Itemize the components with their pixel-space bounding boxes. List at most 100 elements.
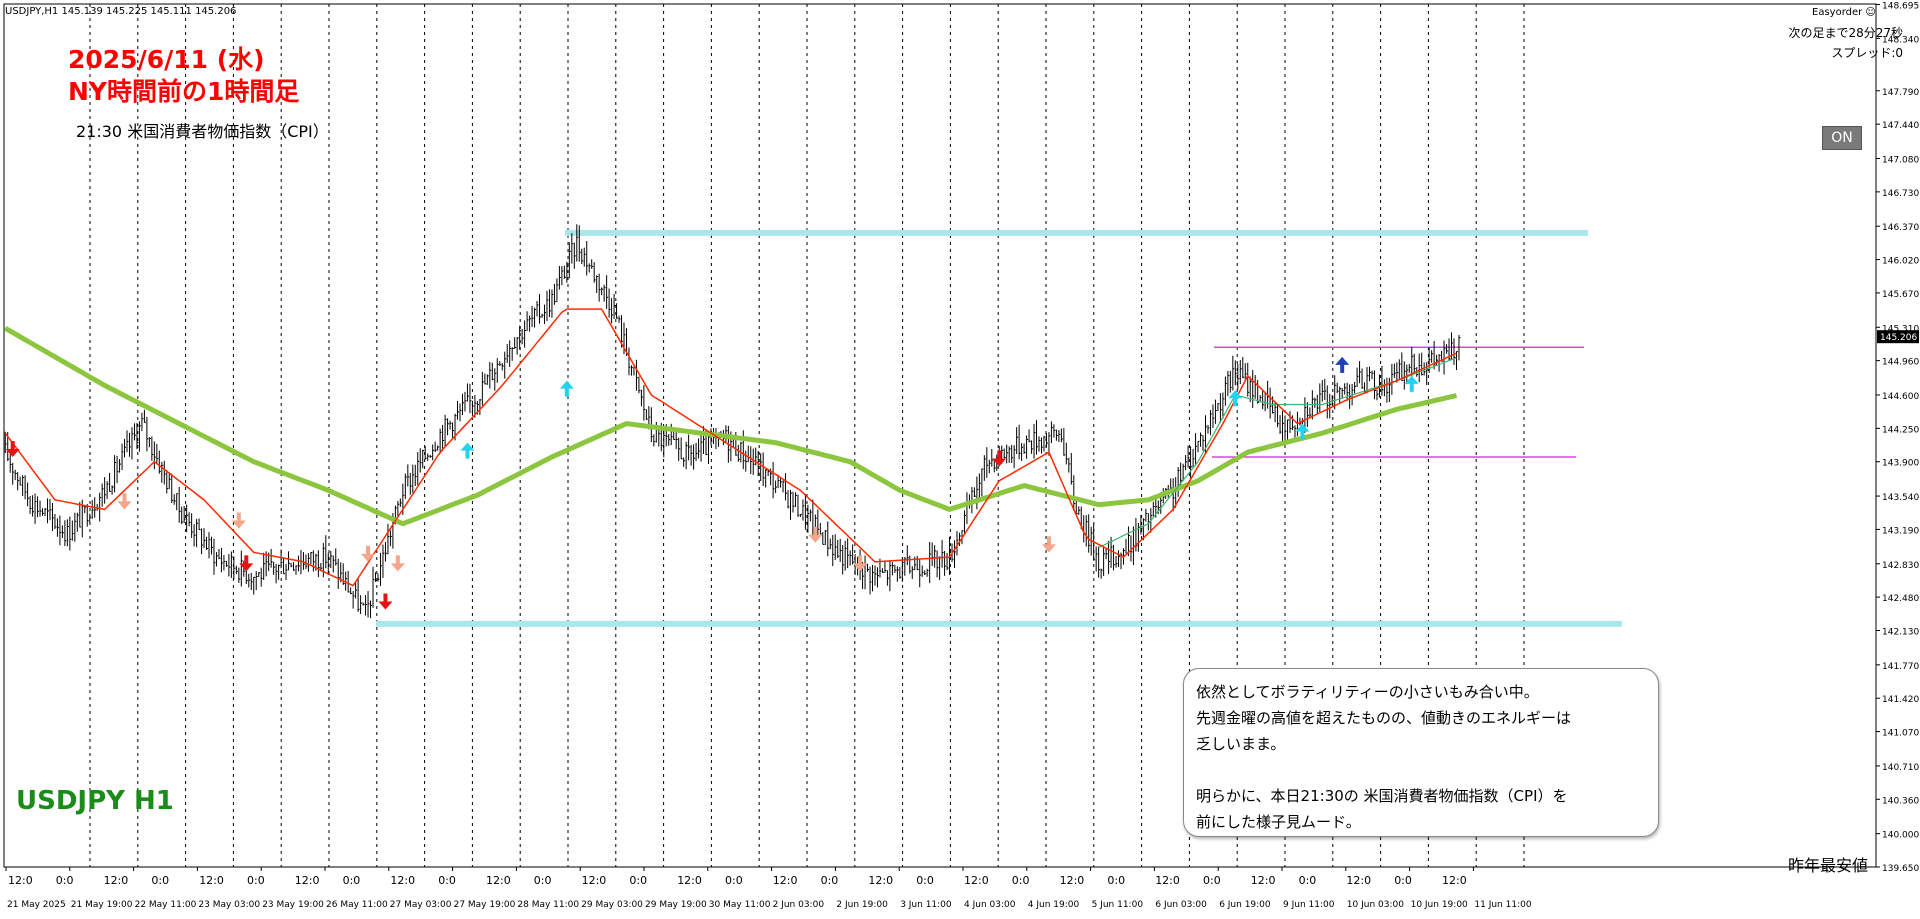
last-year-low-label: 昨年最安値 xyxy=(1788,856,1869,875)
session-label: 12:0 xyxy=(295,874,320,887)
session-label: 12:0 xyxy=(104,874,129,887)
y-tick-label: 139.650 xyxy=(1882,864,1919,874)
session-label: 0:0 xyxy=(151,874,169,887)
y-tick-label: 140.000 xyxy=(1882,831,1919,841)
signal-up-arrow xyxy=(1228,390,1243,407)
x-tick-label: 11 Jun 11:00 xyxy=(1474,900,1531,910)
session-label: 0:0 xyxy=(343,874,361,887)
signal-down-arrow xyxy=(378,593,393,610)
signal-down-arrow xyxy=(853,555,868,572)
y-tick-label: 144.250 xyxy=(1882,425,1919,435)
session-label: 0:0 xyxy=(725,874,743,887)
y-tick-label: 146.730 xyxy=(1882,189,1919,199)
signal-down-arrow xyxy=(117,493,132,510)
on-button[interactable]: ON xyxy=(1822,126,1862,150)
spread-label: スプレッド:0 xyxy=(1831,46,1903,60)
session-label: 12:0 xyxy=(390,874,415,887)
x-tick-label: 27 May 19:00 xyxy=(454,900,516,910)
x-tick-label: 3 Jun 11:00 xyxy=(900,900,952,910)
y-tick-label: 144.600 xyxy=(1882,392,1919,402)
y-tick-label: 144.960 xyxy=(1882,358,1919,368)
session-label: 12:0 xyxy=(964,874,989,887)
x-tick-label: 21 May 19:00 xyxy=(71,900,133,910)
signal-down-arrow xyxy=(1041,536,1056,553)
session-label: 0:0 xyxy=(1394,874,1412,887)
x-tick-label: 23 May 03:00 xyxy=(198,900,260,910)
x-tick-label: 6 Jun 03:00 xyxy=(1155,900,1207,910)
y-tick-label: 146.020 xyxy=(1882,257,1919,267)
comment-line: 明らかに、本日21:30の 米国消費者物価指数（CPI）を xyxy=(1196,787,1568,805)
session-label: 0:0 xyxy=(629,874,647,887)
y-tick-label: 141.420 xyxy=(1882,695,1919,705)
signal-down-arrow xyxy=(808,526,823,543)
symbol-label: USDJPY H1 xyxy=(16,786,174,816)
y-tick-label: 143.540 xyxy=(1882,493,1919,503)
comment-box: 依然としてボラティリティーの小さいもみ合い中。 先週金曜の高値を超えたものの、値… xyxy=(1183,668,1659,837)
title-desc: NY時間前の1時間足 xyxy=(68,77,300,106)
x-tick-label: 9 Jun 11:00 xyxy=(1283,900,1335,910)
session-label: 12:0 xyxy=(773,874,798,887)
signal-down-arrow xyxy=(239,555,254,572)
signal-up-arrow xyxy=(1295,423,1310,440)
y-tick-label: 143.900 xyxy=(1882,459,1919,469)
bar-countdown: 次の足まで28分27秒 xyxy=(1788,26,1903,40)
slow-ma-line xyxy=(3,326,1458,527)
y-tick-label: 141.070 xyxy=(1882,729,1919,739)
comment-line: 前にした様子見ムード。 xyxy=(1196,813,1361,831)
session-label: 0:0 xyxy=(916,874,934,887)
session-label: 0:0 xyxy=(534,874,552,887)
signal-down-arrow xyxy=(5,440,20,457)
x-tick-label: 27 May 03:00 xyxy=(390,900,452,910)
x-tick-label: 29 May 03:00 xyxy=(581,900,643,910)
y-tick-label: 147.790 xyxy=(1882,88,1919,98)
x-tick-label: 10 Jun 03:00 xyxy=(1347,900,1404,910)
chart-frame xyxy=(3,3,1877,868)
y-tick-label: 141.770 xyxy=(1882,662,1919,672)
session-label: 12:0 xyxy=(582,874,607,887)
x-tick-label: 4 Jun 03:00 xyxy=(964,900,1016,910)
x-tick-label: 6 Jun 19:00 xyxy=(1219,900,1271,910)
x-tick-label: 28 May 11:00 xyxy=(517,900,579,910)
y-tick-label: 142.830 xyxy=(1882,561,1919,571)
y-tick-label: 146.370 xyxy=(1882,223,1919,233)
symbol-info: USDJPY,H1 145.139 145.225 145.111 145.20… xyxy=(5,6,237,17)
session-label: 12:0 xyxy=(1155,874,1180,887)
y-tick-label: 140.710 xyxy=(1882,763,1919,773)
session-label: 0:0 xyxy=(56,874,74,887)
y-tick-label: 145.670 xyxy=(1882,290,1919,300)
x-tick-label: 4 Jun 19:00 xyxy=(1028,900,1080,910)
session-label: 0:0 xyxy=(1012,874,1030,887)
mid-ma-line xyxy=(1098,357,1457,549)
title-date: 2025/6/11 (水) xyxy=(68,45,265,74)
y-tick-label: 142.130 xyxy=(1882,628,1919,638)
x-tick-label: 5 Jun 11:00 xyxy=(1092,900,1144,910)
comment-line: 乏しいまま。 xyxy=(1196,735,1286,753)
x-tick-label: 30 May 11:00 xyxy=(709,900,771,910)
session-label: 12:0 xyxy=(199,874,224,887)
signal-down-arrow xyxy=(361,545,376,562)
y-tick-label: 143.190 xyxy=(1882,526,1919,536)
session-label: 12:0 xyxy=(1346,874,1371,887)
session-label: 0:0 xyxy=(438,874,456,887)
current-price-label: 145.206 xyxy=(1880,333,1917,343)
chart-title: 2025/6/11 (水) NY時間前の1時間足 xyxy=(68,44,299,108)
signal-down-arrow xyxy=(231,512,246,529)
session-label: 0:0 xyxy=(1107,874,1125,887)
session-label: 12:0 xyxy=(1442,874,1467,887)
easyorder-label: Easyorder ☺ xyxy=(1812,7,1876,18)
x-tick-label: 21 May 2025 xyxy=(7,900,66,910)
session-label: 12:0 xyxy=(868,874,893,887)
signal-up-arrow xyxy=(559,380,574,397)
fast-ma-line xyxy=(4,308,1457,587)
y-tick-label: 147.440 xyxy=(1882,121,1919,131)
y-tick-label: 148.340 xyxy=(1882,35,1919,45)
y-tick-label: 140.360 xyxy=(1882,796,1919,806)
y-tick-label: 142.480 xyxy=(1882,594,1919,604)
comment-line: 依然としてボラティリティーの小さいもみ合い中。 xyxy=(1196,683,1539,701)
y-tick-label: 147.080 xyxy=(1882,155,1919,165)
session-label: 0:0 xyxy=(1203,874,1221,887)
y-tick-label: 148.695 xyxy=(1882,1,1919,11)
comment-line: 先週金曜の高値を超えたものの、値動きのエネルギーは xyxy=(1196,709,1572,727)
session-label: 12:0 xyxy=(486,874,511,887)
